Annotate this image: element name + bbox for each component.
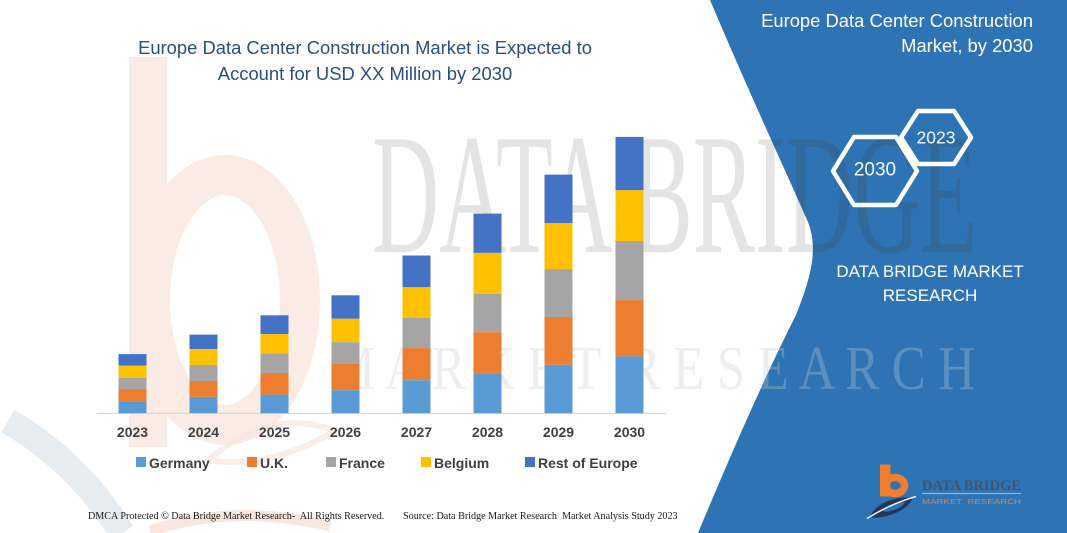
svg-text:2030: 2030 (854, 160, 896, 181)
svg-text:DATA BRIDGE: DATA BRIDGE (922, 478, 1021, 494)
svg-text:M A R K E T R E S E A R C H: M A R K E T R E S E A R C H (330, 335, 975, 403)
svg-text:2023: 2023 (917, 128, 956, 148)
svg-text:MARKET RESEARCH: MARKET RESEARCH (922, 499, 1021, 506)
svg-text:DATA BRIDGE: DATA BRIDGE (372, 100, 977, 290)
